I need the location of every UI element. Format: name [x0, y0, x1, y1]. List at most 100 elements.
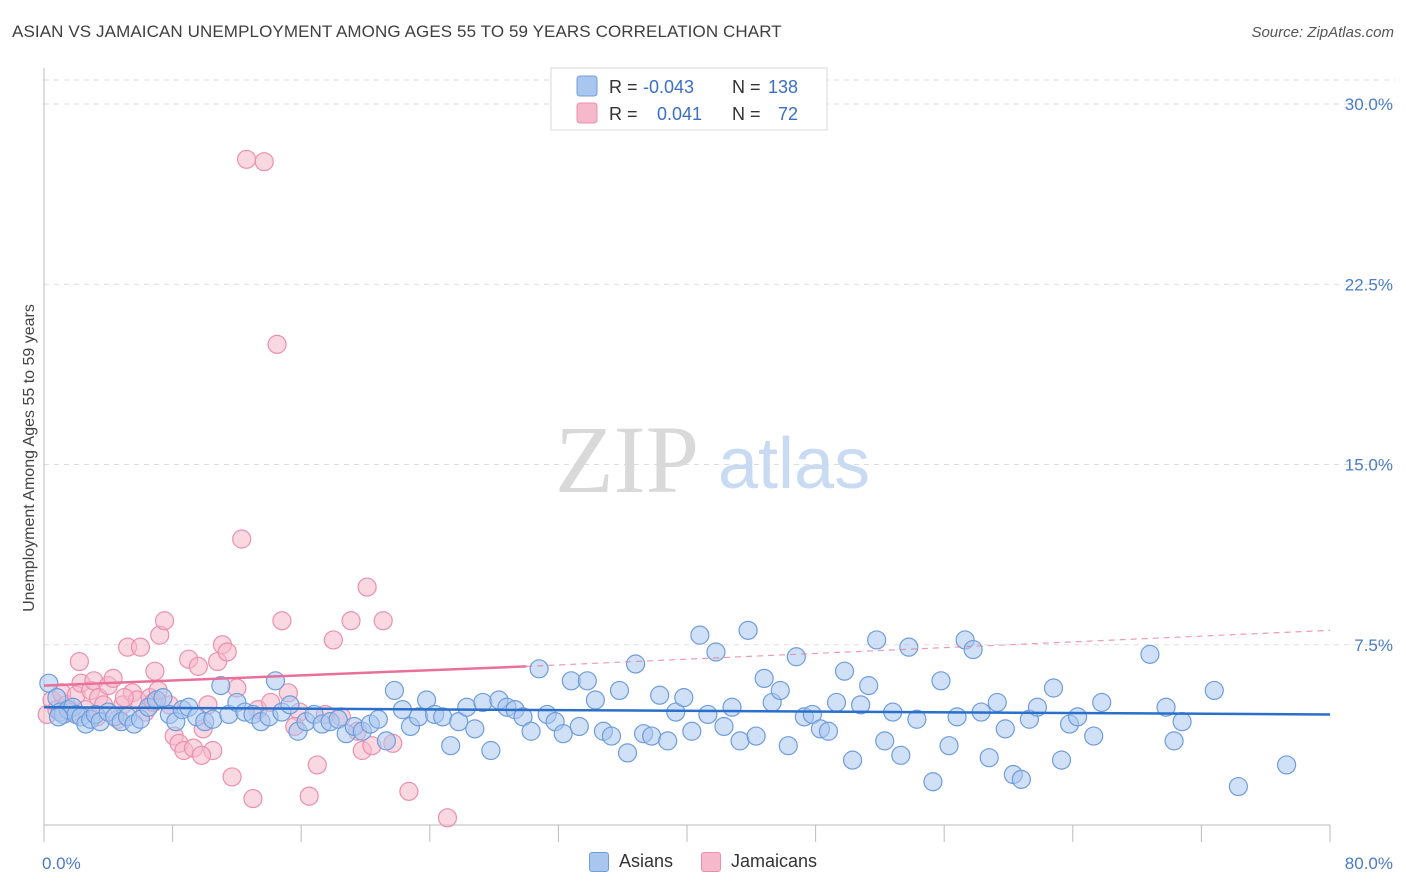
- asian-point-66: [513, 707, 533, 727]
- asian-point-77: [601, 726, 622, 746]
- asian-point-20: [153, 688, 173, 708]
- x-tick-label-0: 0.0%: [42, 854, 81, 873]
- legend-asians-r-value: -0.043: [643, 77, 694, 97]
- asian-point-141: [1228, 776, 1248, 797]
- legend-asians-r-label: R =: [609, 77, 638, 97]
- jamaican-point-38: [217, 642, 237, 662]
- legend-item-jamaicans[interactable]: Jamaicans: [700, 851, 818, 872]
- asian-point-118: [939, 736, 959, 756]
- asian-point-43: [328, 709, 348, 729]
- asian-point-135: [1092, 692, 1112, 713]
- jamaican-point-41: [232, 529, 252, 549]
- asian-point-95: [746, 726, 766, 746]
- asian-point-75: [585, 690, 605, 710]
- asian-point-71: [553, 724, 573, 744]
- y-tick-label-0: 7.5%: [1354, 636, 1393, 655]
- asian-point-91: [714, 716, 734, 737]
- jamaican-trend-line: [43, 665, 527, 687]
- asian-point-37: [280, 695, 300, 715]
- asian-point-116: [923, 772, 943, 792]
- asian-point-72: [561, 671, 581, 691]
- asian-point-60: [465, 719, 485, 739]
- legend-jamaicans-r-label: R =: [609, 104, 638, 124]
- jamaican-point-43: [243, 788, 263, 809]
- asian-point-35: [265, 671, 286, 691]
- asians-swatch: [588, 851, 609, 872]
- asian-point-136: [1140, 644, 1160, 664]
- asian-point-124: [987, 692, 1007, 713]
- jamaican-point-42: [236, 149, 257, 169]
- asian-point-80: [625, 654, 646, 674]
- asian-point-106: [834, 661, 855, 681]
- asian-point-123: [979, 748, 999, 768]
- asian-point-73: [569, 716, 589, 737]
- jamaican-point-54: [323, 630, 343, 650]
- asian-point-89: [698, 704, 718, 725]
- jamaican-point-65: [69, 651, 89, 672]
- asian-point-107: [842, 750, 863, 770]
- jamaican-point-70: [191, 745, 212, 765]
- asian-point-87: [682, 721, 702, 741]
- jamaican-point-25: [154, 611, 175, 631]
- asian-point-114: [899, 637, 919, 657]
- asian-point-125: [995, 719, 1015, 739]
- legend-jamaicans-n-label: N =: [732, 104, 761, 124]
- asian-point-27: [203, 709, 223, 729]
- asian-point-79: [617, 743, 638, 763]
- legend-jamaicans-n-value: 72: [778, 104, 798, 124]
- asian-point-82: [642, 726, 662, 746]
- asian-point-49: [376, 731, 396, 751]
- asian-point-62: [481, 740, 501, 761]
- asian-point-0: [39, 673, 59, 693]
- jamaican-point-23: [145, 661, 165, 681]
- asian-point-74: [577, 671, 597, 691]
- jamaican-point-48: [272, 611, 292, 631]
- jamaican-point-61: [373, 611, 393, 631]
- asian-point-109: [859, 676, 879, 696]
- tick-labels: 7.5% 15.0% 22.5% 30.0% 0.0% 80.0%: [42, 95, 1393, 873]
- asian-point-108: [851, 695, 871, 715]
- asian-point-48: [368, 709, 388, 729]
- chart-title: ASIAN VS JAMAICAN UNEMPLOYMENT AMONG AGE…: [12, 22, 782, 41]
- asian-point-143: [48, 707, 69, 727]
- y-tick-label-3: 30.0%: [1345, 95, 1393, 114]
- jamaican-point-39: [222, 767, 242, 787]
- asian-point-127: [1011, 769, 1031, 789]
- watermark-zip: ZIP: [555, 406, 699, 513]
- legend-asians-n-label: N =: [732, 77, 761, 97]
- asian-point-102: [802, 704, 822, 725]
- series-legend: Asians Jamaicans: [0, 851, 1406, 872]
- asian-point-93: [730, 731, 750, 751]
- asian-point-142: [1276, 755, 1297, 775]
- asian-point-140: [1204, 680, 1224, 701]
- asian-point-100: [786, 647, 806, 667]
- legend-swatch-asians: [576, 75, 598, 97]
- asian-point-99: [778, 736, 798, 756]
- asian-point-121: [963, 639, 983, 660]
- jamaicans-swatch: [700, 851, 721, 872]
- jamaican-point-52: [307, 755, 327, 775]
- asian-point-133: [1068, 707, 1088, 727]
- asian-point-115: [907, 709, 927, 729]
- asian-point-94: [738, 620, 758, 640]
- legend-item-asians[interactable]: Asians: [588, 851, 673, 872]
- asian-point-88: [690, 625, 710, 645]
- asian-point-28: [211, 676, 231, 696]
- asian-point-130: [1043, 678, 1064, 698]
- jamaican-point-67: [114, 688, 134, 708]
- asian-point-86: [674, 688, 694, 708]
- asian-point-111: [875, 731, 895, 751]
- jamaicans-legend-label: Jamaicans: [730, 851, 818, 871]
- asian-point-98: [770, 680, 790, 701]
- asian-point-96: [754, 668, 774, 689]
- asian-point-90: [706, 642, 726, 662]
- jamaican-point-56: [341, 611, 361, 631]
- asian-point-104: [818, 721, 839, 741]
- asian-point-68: [529, 659, 549, 679]
- jamaican-point-20: [130, 637, 151, 657]
- source-credit: Source: ZipAtlas.com: [1251, 24, 1394, 41]
- asian-trend-line: [43, 705, 1331, 716]
- asian-point-117: [931, 671, 951, 691]
- asian-point-67: [521, 721, 541, 741]
